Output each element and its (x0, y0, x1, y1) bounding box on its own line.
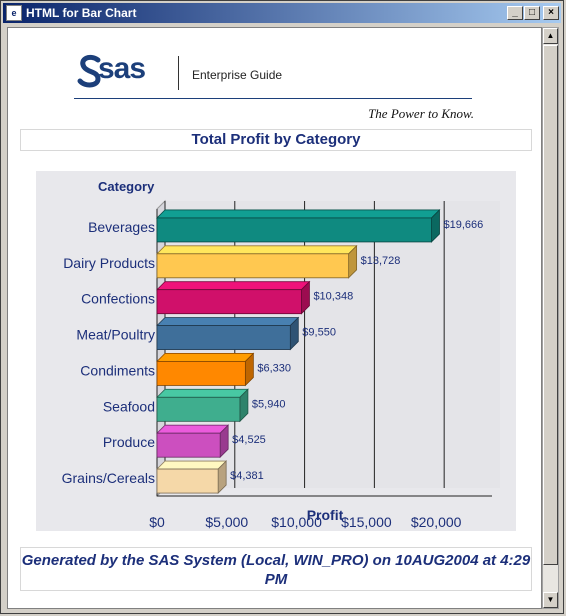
x-tick-label: $15,000 (341, 514, 392, 530)
value-label: $4,525 (232, 434, 266, 446)
bar (156, 396, 241, 422)
bar (156, 253, 350, 279)
category-label: Grains/Cereals (62, 470, 155, 486)
value-label: $19,666 (444, 219, 484, 231)
x-axis-title: Profit (307, 507, 344, 523)
scroll-down-icon[interactable]: ▼ (543, 592, 558, 608)
logo-divider (178, 56, 179, 90)
sas-banner: sas Enterprise Guide The Power to Know. (74, 50, 474, 122)
x-tick-label: $20,000 (411, 514, 462, 530)
value-label: $5,940 (252, 398, 286, 410)
bar (156, 361, 246, 386)
report-footer: Generated by the SAS System (Local, WIN_… (20, 547, 532, 591)
bar (156, 217, 432, 243)
category-label: Meat/Poultry (76, 327, 155, 343)
x-tick-label: $10,000 (271, 514, 322, 530)
bar-top (156, 460, 228, 470)
maximize-button[interactable]: □ (524, 6, 540, 20)
title-bar[interactable]: e HTML for Bar Chart _ □ × (3, 3, 561, 23)
category-label: Confections (81, 291, 155, 307)
x-tick-label: $0 (149, 514, 165, 530)
bar (156, 289, 302, 315)
value-label: $10,348 (313, 291, 353, 303)
bar-top (156, 245, 358, 255)
report-title: Total Profit by Category (20, 129, 532, 151)
value-label: $13,728 (361, 255, 401, 267)
category-label: Dairy Products (63, 255, 155, 271)
window-title: HTML for Bar Chart (26, 6, 137, 20)
browser-icon: e (6, 5, 22, 21)
category-label: Beverages (88, 219, 155, 235)
banner-rule (74, 98, 472, 99)
bar-top (156, 209, 441, 219)
bar-top (156, 353, 255, 362)
chart-panel: Category Beverages $19,666 Dairy Products $1… (36, 171, 516, 531)
bar (156, 432, 221, 458)
value-label: $4,381 (230, 470, 264, 482)
bar-top (156, 317, 300, 326)
product-name: Enterprise Guide (192, 68, 283, 82)
bar-top (156, 424, 230, 434)
x-tick-label: $5,000 (205, 514, 248, 530)
document-area: sas Enterprise Guide The Power to Know. … (7, 27, 542, 609)
scroll-thumb[interactable] (543, 45, 558, 565)
category-label: Produce (103, 434, 155, 450)
y-axis-title: Category (98, 179, 155, 194)
category-label: Condiments (80, 362, 155, 378)
value-label: $9,550 (302, 327, 336, 339)
vertical-scrollbar[interactable]: ▲ ▼ (542, 27, 559, 609)
scroll-up-icon[interactable]: ▲ (543, 28, 558, 44)
bar (156, 468, 219, 494)
close-button[interactable]: × (543, 6, 559, 20)
tagline: The Power to Know. (368, 106, 474, 121)
sas-logo-icon (77, 54, 101, 88)
category-label: Seafood (103, 398, 155, 414)
bar (156, 325, 291, 350)
bar-chart: Category Beverages $19,666 Dairy Products $1… (62, 179, 500, 530)
bar-top (156, 281, 311, 291)
minimize-button[interactable]: _ (507, 6, 523, 20)
bar-top (156, 388, 249, 398)
value-label: $6,330 (257, 362, 291, 374)
sas-logo-text: sas (98, 52, 146, 85)
